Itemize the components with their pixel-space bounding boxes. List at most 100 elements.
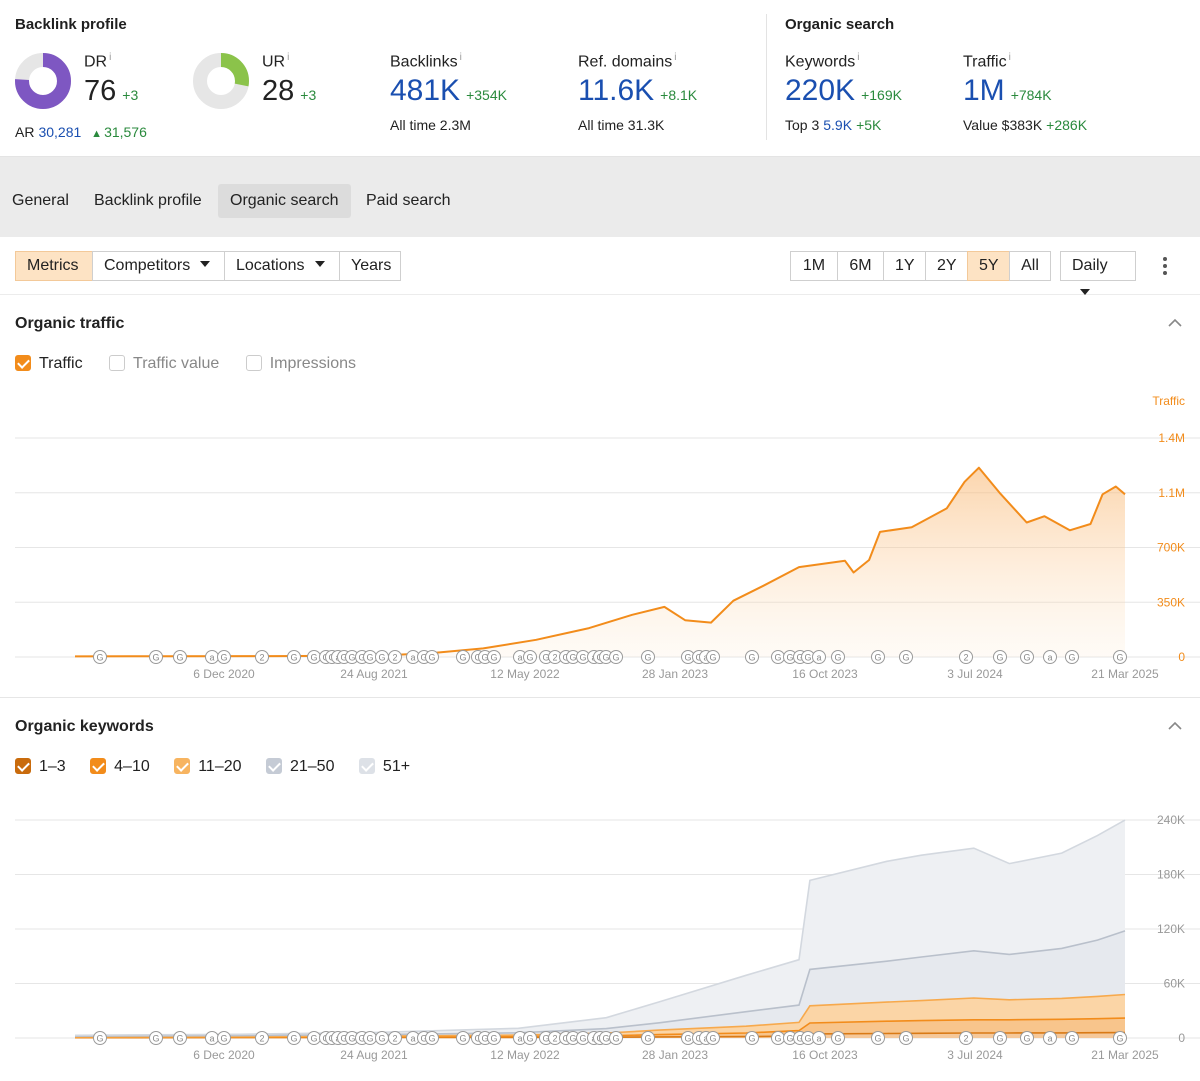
years-button[interactable]: Years <box>339 251 401 281</box>
event-marker-icon[interactable]: G <box>345 650 359 664</box>
info-icon[interactable]: i <box>857 52 860 63</box>
chevron-up-icon[interactable] <box>1167 718 1183 734</box>
event-marker-icon[interactable]: G <box>307 1031 321 1045</box>
event-marker-icon[interactable]: G <box>487 1031 501 1045</box>
event-marker-icon[interactable]: G <box>456 650 470 664</box>
range-2y-button[interactable]: 2Y <box>925 251 968 281</box>
event-marker-icon[interactable]: G <box>375 650 389 664</box>
event-marker-icon[interactable]: G <box>149 650 163 664</box>
event-marker-icon[interactable]: G <box>899 1031 913 1045</box>
event-marker-icon[interactable]: a <box>812 1031 826 1045</box>
event-marker-icon[interactable]: G <box>609 650 623 664</box>
metrics-button[interactable]: Metrics <box>15 251 93 281</box>
event-marker-icon[interactable]: G <box>173 1031 187 1045</box>
traffic-value[interactable]: 1M <box>963 74 1005 108</box>
event-marker-icon[interactable]: G <box>363 1031 377 1045</box>
event-marker-icon[interactable]: G <box>745 650 759 664</box>
event-marker-icon[interactable]: 2 <box>959 1031 973 1045</box>
event-marker-icon[interactable]: G <box>609 1031 623 1045</box>
traffic-value-checkbox[interactable]: Traffic value <box>109 355 219 373</box>
event-marker-icon[interactable]: G <box>1020 650 1034 664</box>
traffic-checkbox[interactable]: Traffic <box>15 355 83 373</box>
impressions-checkbox[interactable]: Impressions <box>245 355 356 373</box>
ur-metric[interactable]: UR i 28 +3 <box>262 52 316 113</box>
event-marker-icon[interactable]: G <box>706 650 720 664</box>
event-marker-icon[interactable]: G <box>681 650 695 664</box>
backlinks-value[interactable]: 481K <box>390 74 461 108</box>
info-icon[interactable]: i <box>459 52 462 63</box>
event-marker-icon[interactable]: a <box>205 650 219 664</box>
range-5y-button[interactable]: 5Y <box>967 251 1010 281</box>
event-marker-icon[interactable]: G <box>899 650 913 664</box>
event-marker-icon[interactable]: G <box>1020 1031 1034 1045</box>
event-marker-icon[interactable]: G <box>425 650 439 664</box>
event-marker-icon[interactable]: G <box>871 1031 885 1045</box>
organic-traffic-chart[interactable]: 0 350K 700K 1.1M 1.4M 6 Dec 2020 24 Aug 2021 12… <box>0 385 1200 690</box>
event-marker-icon[interactable]: G <box>641 1031 655 1045</box>
event-marker-icon[interactable]: G <box>375 1031 389 1045</box>
pos-4-10-checkbox[interactable]: 4–10 <box>90 758 150 776</box>
event-marker-icon[interactable]: G <box>93 650 107 664</box>
event-marker-icon[interactable]: G <box>831 1031 845 1045</box>
event-marker-icon[interactable]: 2 <box>388 650 402 664</box>
traffic-metric[interactable]: Traffic i 1M +784K Value $383K +286K <box>963 52 1087 133</box>
competitors-dropdown[interactable]: Competitors <box>92 251 225 281</box>
event-marker-icon[interactable]: G <box>871 650 885 664</box>
event-marker-icon[interactable]: G <box>566 1031 580 1045</box>
ar-value[interactable]: 30,281 <box>38 124 82 140</box>
event-marker-icon[interactable]: G <box>1113 1031 1127 1045</box>
range-all-button[interactable]: All <box>1009 251 1051 281</box>
event-marker-icon[interactable]: G <box>523 650 537 664</box>
event-marker-icon[interactable]: a <box>406 1031 420 1045</box>
event-marker-icon[interactable]: 2 <box>959 650 973 664</box>
event-marker-icon[interactable]: G <box>771 1031 785 1045</box>
keywords-metric[interactable]: Keywords i 220K +169K Top 3 5.9K +5K <box>785 52 902 133</box>
range-6m-button[interactable]: 6M <box>837 251 884 281</box>
event-marker-icon[interactable]: G <box>287 650 301 664</box>
granularity-dropdown[interactable]: Daily <box>1060 251 1136 295</box>
more-options-icon[interactable] <box>1158 255 1172 277</box>
event-marker-icon[interactable]: G <box>745 1031 759 1045</box>
event-marker-icon[interactable]: G <box>487 650 501 664</box>
pos-21-50-checkbox[interactable]: 21–50 <box>265 758 334 776</box>
event-marker-icon[interactable]: G <box>93 1031 107 1045</box>
event-marker-icon[interactable]: G <box>641 650 655 664</box>
ref-domains-metric[interactable]: Ref. domains i 11.6K +8.1K All time 31.3K <box>578 52 697 133</box>
range-1m-button[interactable]: 1M <box>790 251 838 281</box>
event-marker-icon[interactable]: G <box>217 650 231 664</box>
locations-dropdown[interactable]: Locations <box>224 251 340 281</box>
event-marker-icon[interactable]: a <box>205 1031 219 1045</box>
pos-11-20-checkbox[interactable]: 11–20 <box>174 758 242 776</box>
tab-paid-search[interactable]: Paid search <box>366 192 451 209</box>
top3-value[interactable]: 5.9K <box>823 117 853 134</box>
event-marker-icon[interactable]: G <box>287 1031 301 1045</box>
backlinks-metric[interactable]: Backlinks i 481K +354K All time 2.3M <box>390 52 507 133</box>
ref-domains-value[interactable]: 11.6K <box>578 74 655 108</box>
pos-51-plus-checkbox[interactable]: 51+ <box>358 758 410 776</box>
event-marker-icon[interactable]: a <box>1043 1031 1057 1045</box>
event-marker-icon[interactable]: G <box>307 650 321 664</box>
range-1y-button[interactable]: 1Y <box>883 251 926 281</box>
event-marker-icon[interactable]: G <box>993 1031 1007 1045</box>
event-marker-icon[interactable]: G <box>993 650 1007 664</box>
info-icon[interactable]: i <box>674 52 677 63</box>
event-marker-icon[interactable]: G <box>217 1031 231 1045</box>
info-icon[interactable]: i <box>1008 52 1011 63</box>
event-marker-icon[interactable]: a <box>1043 650 1057 664</box>
tab-general[interactable]: General <box>12 192 69 209</box>
dr-metric[interactable]: DR i 76 +3 <box>84 52 138 113</box>
event-marker-icon[interactable]: G <box>831 650 845 664</box>
info-icon[interactable]: i <box>109 52 112 63</box>
event-marker-icon[interactable]: G <box>706 1031 720 1045</box>
event-marker-icon[interactable]: 2 <box>255 650 269 664</box>
event-marker-icon[interactable]: G <box>456 1031 470 1045</box>
organic-keywords-chart[interactable]: 0 60K 120K 180K 240K 6 Dec 2020 24 Aug 2021 12 … <box>0 790 1200 1080</box>
chevron-up-icon[interactable] <box>1167 315 1183 331</box>
pos-1-3-checkbox[interactable]: 1–3 <box>15 758 66 776</box>
event-marker-icon[interactable]: G <box>173 650 187 664</box>
event-marker-icon[interactable]: G <box>1113 650 1127 664</box>
tab-organic-search[interactable]: Organic search <box>218 184 351 218</box>
event-marker-icon[interactable]: G <box>1065 650 1079 664</box>
keywords-value[interactable]: 220K <box>785 74 856 108</box>
tab-backlink-profile[interactable]: Backlink profile <box>94 192 202 209</box>
